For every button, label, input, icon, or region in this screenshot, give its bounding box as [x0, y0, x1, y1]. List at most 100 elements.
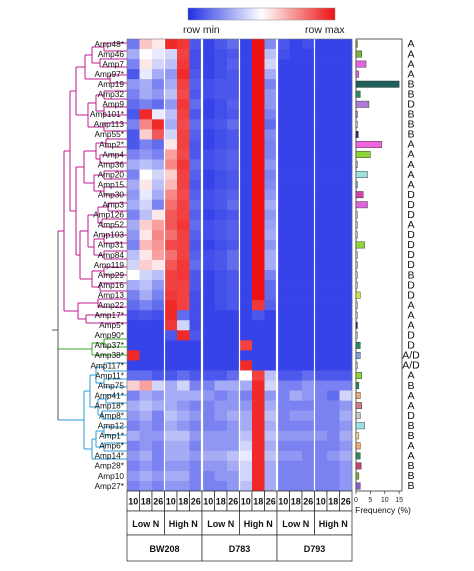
heatmap-cell — [177, 320, 190, 331]
heatmap-cell — [227, 219, 240, 231]
heatmap-cell — [177, 370, 190, 381]
heatmap-cell — [152, 390, 165, 401]
heatmap-cell — [202, 310, 215, 321]
heatmap-cell — [264, 129, 278, 140]
frequency-bar — [355, 50, 362, 58]
heatmap-cell — [214, 320, 228, 331]
heatmap-cell — [277, 280, 290, 291]
heatmap-cell — [264, 430, 278, 442]
heatmap-cell — [202, 440, 215, 452]
heatmap-cell — [127, 139, 140, 150]
heatmap-cell — [264, 89, 278, 100]
heatmap-cell — [177, 189, 190, 201]
heatmap-cell — [189, 179, 203, 190]
heatmap-cell — [339, 59, 353, 70]
heatmap-cell — [127, 219, 140, 231]
heatmap-cell — [152, 39, 165, 50]
heatmap-cell — [202, 270, 215, 281]
heatmap-cell — [289, 470, 303, 482]
heatmap-cell — [227, 320, 240, 331]
heatmap-cell — [227, 480, 240, 492]
heatmap-cell — [127, 340, 140, 351]
heatmap-cell — [339, 119, 353, 130]
heatmap-cell — [314, 300, 328, 311]
heatmap-cell — [277, 79, 290, 90]
heatmap-cell — [264, 420, 278, 432]
heatmap-cell — [139, 480, 153, 492]
heatmap-cell — [164, 39, 178, 50]
column-label-table: 10 18 26 10 18 26 10 18 26 10 18 26 10 18 26 10 18 26Low … — [126, 490, 353, 562]
heatmap-cell — [152, 380, 165, 391]
heatmap-cell — [239, 270, 253, 281]
heatmap-cell — [189, 390, 203, 401]
group-label: A — [407, 440, 414, 452]
nitrogen-label: Low N — [132, 519, 159, 529]
heatmap-cell — [189, 189, 203, 201]
heatmap-cell — [202, 350, 215, 361]
frequency-bar — [355, 301, 358, 309]
heatmap-cell — [214, 420, 228, 432]
heatmap-cell — [239, 350, 253, 361]
heatmap-cell — [202, 370, 215, 381]
heatmap-cell — [289, 380, 303, 391]
heatmap-cell — [327, 420, 340, 432]
heatmap-cell — [277, 350, 290, 361]
heatmap-cell — [314, 450, 328, 462]
heatmap-cell — [164, 139, 178, 150]
heatmap-cell — [277, 410, 290, 421]
heatmap-cell — [264, 159, 278, 170]
heatmap-cell — [139, 169, 153, 180]
heatmap-cell — [127, 330, 140, 341]
heatmap-cell — [202, 390, 215, 401]
row-label: Amp31 — [98, 240, 125, 250]
heatmap-cell — [152, 69, 165, 80]
heatmap-cell — [239, 129, 253, 140]
heatmap-cell — [302, 430, 315, 442]
group-label: B — [407, 78, 414, 90]
heatmap-cell — [289, 179, 303, 190]
heatmap-cell — [227, 310, 240, 321]
heatmap-cell — [289, 89, 303, 100]
heatmap-cell — [239, 49, 253, 60]
heatmap-cell — [327, 149, 340, 160]
heatmap-cell — [327, 69, 340, 80]
heatmap-cell — [302, 330, 315, 341]
nitrogen-cell — [126, 510, 165, 536]
heatmap-cell — [277, 149, 290, 160]
heatmap-cell — [252, 219, 265, 231]
time-label: 10 — [203, 497, 213, 507]
heatmap-cell — [127, 310, 140, 321]
heatmap-cell — [327, 380, 340, 391]
heatmap-cell — [314, 169, 328, 180]
heatmap-cell — [214, 330, 228, 341]
heatmap-cell — [277, 480, 290, 492]
dendrogram-branch — [58, 338, 127, 356]
time-label: 26 — [228, 497, 238, 507]
frequency-bar — [355, 131, 359, 138]
heatmap-cell — [327, 209, 340, 221]
strain-cell — [276, 534, 353, 562]
heatmap-cell — [302, 39, 315, 50]
dendrogram-branch — [58, 362, 127, 460]
row-label: Amp101* — [90, 109, 125, 119]
heatmap-cell — [189, 49, 203, 60]
row-label: Amp55* — [94, 129, 124, 139]
heatmap-cell — [339, 460, 353, 472]
heatmap-cell — [277, 119, 290, 130]
heatmap-cell — [202, 219, 215, 231]
heatmap-cell — [327, 350, 340, 361]
heatmap-cell — [164, 199, 178, 211]
heatmap-cell — [152, 209, 165, 221]
heatmap-cell — [327, 189, 340, 201]
heatmap-cell — [127, 199, 140, 211]
heatmap-cell — [252, 239, 265, 251]
dendrogram-branch — [58, 42, 127, 324]
heatmap-cell — [314, 400, 328, 411]
frequency-bar — [355, 251, 358, 259]
heatmap-cell — [239, 370, 253, 381]
heatmap-cell — [339, 330, 353, 341]
heatmap-cell — [189, 219, 203, 231]
heatmap-cell — [339, 179, 353, 190]
heatmap-cell — [264, 330, 278, 341]
group-label: A — [407, 400, 414, 412]
